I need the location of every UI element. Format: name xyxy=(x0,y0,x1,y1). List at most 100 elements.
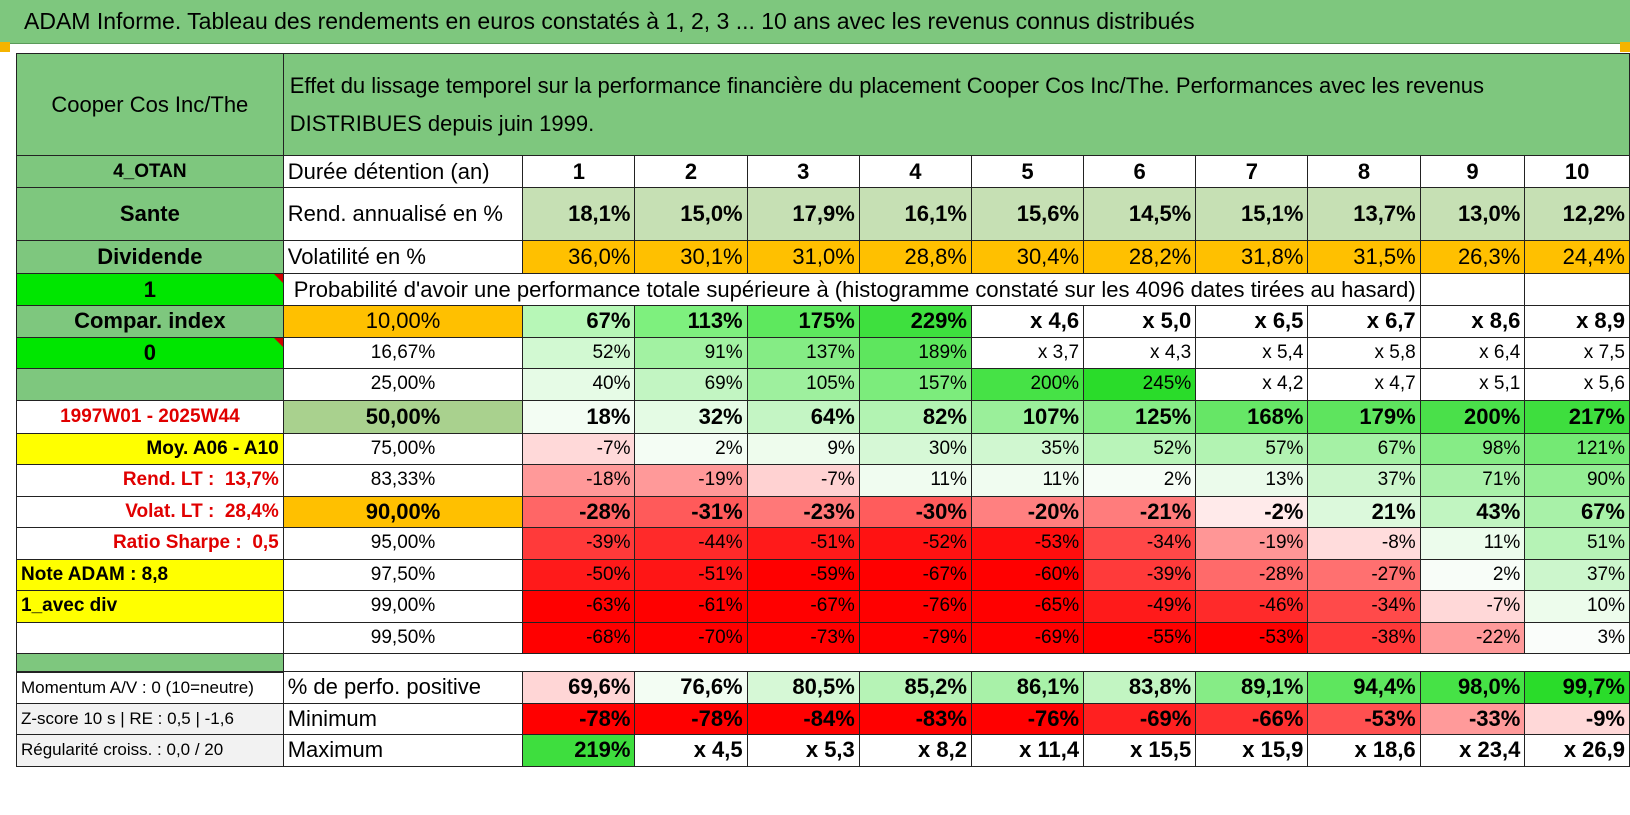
probability-value: 2% xyxy=(1419,558,1526,591)
probability-value: 51% xyxy=(1524,527,1630,560)
probability-title: Probabilité d'avoir une performance tota… xyxy=(282,273,1421,306)
metric-label: Ratio Sharpe : xyxy=(112,532,242,554)
year-header: 2 xyxy=(634,155,748,188)
probability-value: x 4,7 xyxy=(1307,368,1421,401)
metric-value: 28,4% xyxy=(224,500,279,522)
summary-value: 86,1% xyxy=(970,671,1085,704)
volatility-cell: 28,2% xyxy=(1083,240,1197,274)
year-header: 7 xyxy=(1195,155,1309,188)
empty-cell xyxy=(1419,273,1526,306)
volatility-cell: 31,0% xyxy=(746,240,860,274)
probability-value: 57% xyxy=(1195,432,1309,465)
probability-value: -61% xyxy=(634,590,748,623)
summary-value: 219% xyxy=(522,734,636,767)
probability-threshold: 99,50% xyxy=(282,621,524,654)
probability-row: Note ADAM : 8,8 97,50% -50% -51% -59% -67% -60… xyxy=(16,558,1630,591)
summary-value: x 4,5 xyxy=(634,734,748,767)
probability-value: -39% xyxy=(522,527,636,560)
probability-value: -53% xyxy=(970,527,1085,560)
probability-value: 98% xyxy=(1419,432,1526,465)
volatility-cell: 36,0% xyxy=(522,240,636,274)
summary-value: 99,7% xyxy=(1524,671,1630,704)
empty-cell xyxy=(1524,273,1630,306)
probability-threshold: 50,00% xyxy=(282,399,524,434)
annualized-return-label: Rend. annualisé en % xyxy=(282,187,524,241)
probability-value: 71% xyxy=(1419,464,1526,497)
probability-value: -59% xyxy=(746,558,860,591)
summary-value: 80,5% xyxy=(746,671,860,704)
probability-value: -7% xyxy=(746,464,860,497)
probability-value: -51% xyxy=(634,558,748,591)
probability-value: -52% xyxy=(858,527,972,560)
probability-value: 200% xyxy=(1419,399,1526,434)
probability-value: 64% xyxy=(746,399,860,434)
probability-value: -28% xyxy=(1195,558,1309,591)
probability-value: -67% xyxy=(746,590,860,623)
probability-row: Rend. LT : 13,7% 83,33% -18% -19% -7% 11% 11% 2… xyxy=(16,464,1630,497)
year-header: 8 xyxy=(1307,155,1421,188)
probability-value: 67% xyxy=(522,305,636,338)
probability-value: 113% xyxy=(634,305,748,338)
probability-value: 21% xyxy=(1307,495,1421,528)
probability-value: -46% xyxy=(1195,590,1309,623)
volatility-cell: 28,8% xyxy=(858,240,972,274)
summary-value: -69% xyxy=(1083,702,1197,735)
probability-value: 137% xyxy=(746,336,860,369)
probability-value: -39% xyxy=(1083,558,1197,591)
dividend-mode: 1_avec div xyxy=(16,590,284,623)
average-label: Moy. A06 - A10 xyxy=(16,432,284,465)
annualized-return-cell: 16,1% xyxy=(858,187,972,241)
probability-value: 157% xyxy=(858,368,972,401)
metric-value: 0,5 xyxy=(252,532,279,554)
spacer-row xyxy=(16,653,1630,672)
probability-threshold: 16,67% xyxy=(282,336,524,369)
metric-label: Volat. LT : xyxy=(125,500,215,522)
summary-value: -9% xyxy=(1524,702,1630,735)
probability-value: 107% xyxy=(970,399,1085,434)
summary-value: -76% xyxy=(970,702,1085,735)
probability-value: -19% xyxy=(634,464,748,497)
probability-value: x 4,3 xyxy=(1083,336,1197,369)
duration-label: Durée détention (an) xyxy=(282,155,524,188)
probability-value: 91% xyxy=(634,336,748,369)
probability-threshold: 90,00% xyxy=(282,495,524,528)
probability-value: x 5,8 xyxy=(1307,336,1421,369)
volatility-label: Volatilité en % xyxy=(282,240,524,274)
metric-label: Rend. LT : xyxy=(122,469,215,491)
probability-value: 179% xyxy=(1307,399,1421,434)
summary-value: 85,2% xyxy=(858,671,972,704)
probability-value: 9% xyxy=(746,432,860,465)
probability-value: x 8,9 xyxy=(1524,305,1630,338)
probability-value: 125% xyxy=(1083,399,1197,434)
year-header: 5 xyxy=(970,155,1085,188)
summary-value: 76,6% xyxy=(634,671,748,704)
spacer-cell xyxy=(16,653,284,672)
summary-value: -78% xyxy=(522,702,636,735)
probability-value: 2% xyxy=(634,432,748,465)
summary-value: x 23,4 xyxy=(1419,734,1526,767)
summary-value: -83% xyxy=(858,702,972,735)
summary-label: Maximum xyxy=(282,734,524,767)
summary-value: x 26,9 xyxy=(1524,734,1630,767)
probability-value: -7% xyxy=(522,432,636,465)
probability-value: 52% xyxy=(1083,432,1197,465)
probability-value: 18% xyxy=(522,399,636,434)
report-title: ADAM Informe. Tableau des rendements en … xyxy=(24,8,1195,34)
annualized-return-cell: 13,0% xyxy=(1419,187,1526,241)
probability-value: 168% xyxy=(1195,399,1309,434)
annualized-return-cell: 17,9% xyxy=(746,187,860,241)
probability-value: 245% xyxy=(1083,368,1197,401)
volatility-row: Dividende Volatilité en % 36,0% 30,1% 31,0… xyxy=(16,240,1630,274)
report-title-bar: ADAM Informe. Tableau des rendements en … xyxy=(0,0,1630,44)
probability-value: 10% xyxy=(1524,590,1630,623)
probability-value: -21% xyxy=(1083,495,1197,528)
volatility-cell: 30,1% xyxy=(634,240,748,274)
probability-value: -76% xyxy=(858,590,972,623)
year-header: 4 xyxy=(858,155,972,188)
probability-threshold: 99,00% xyxy=(282,590,524,623)
probability-value: 37% xyxy=(1524,558,1630,591)
sharpe-ratio: Ratio Sharpe : 0,5 xyxy=(16,527,284,560)
probability-value: x 3,7 xyxy=(970,336,1085,369)
indicator-label: Z-score 10 s | RE : 0,5 | -1,6 xyxy=(16,702,284,735)
summary-value: 98,0% xyxy=(1419,671,1526,704)
